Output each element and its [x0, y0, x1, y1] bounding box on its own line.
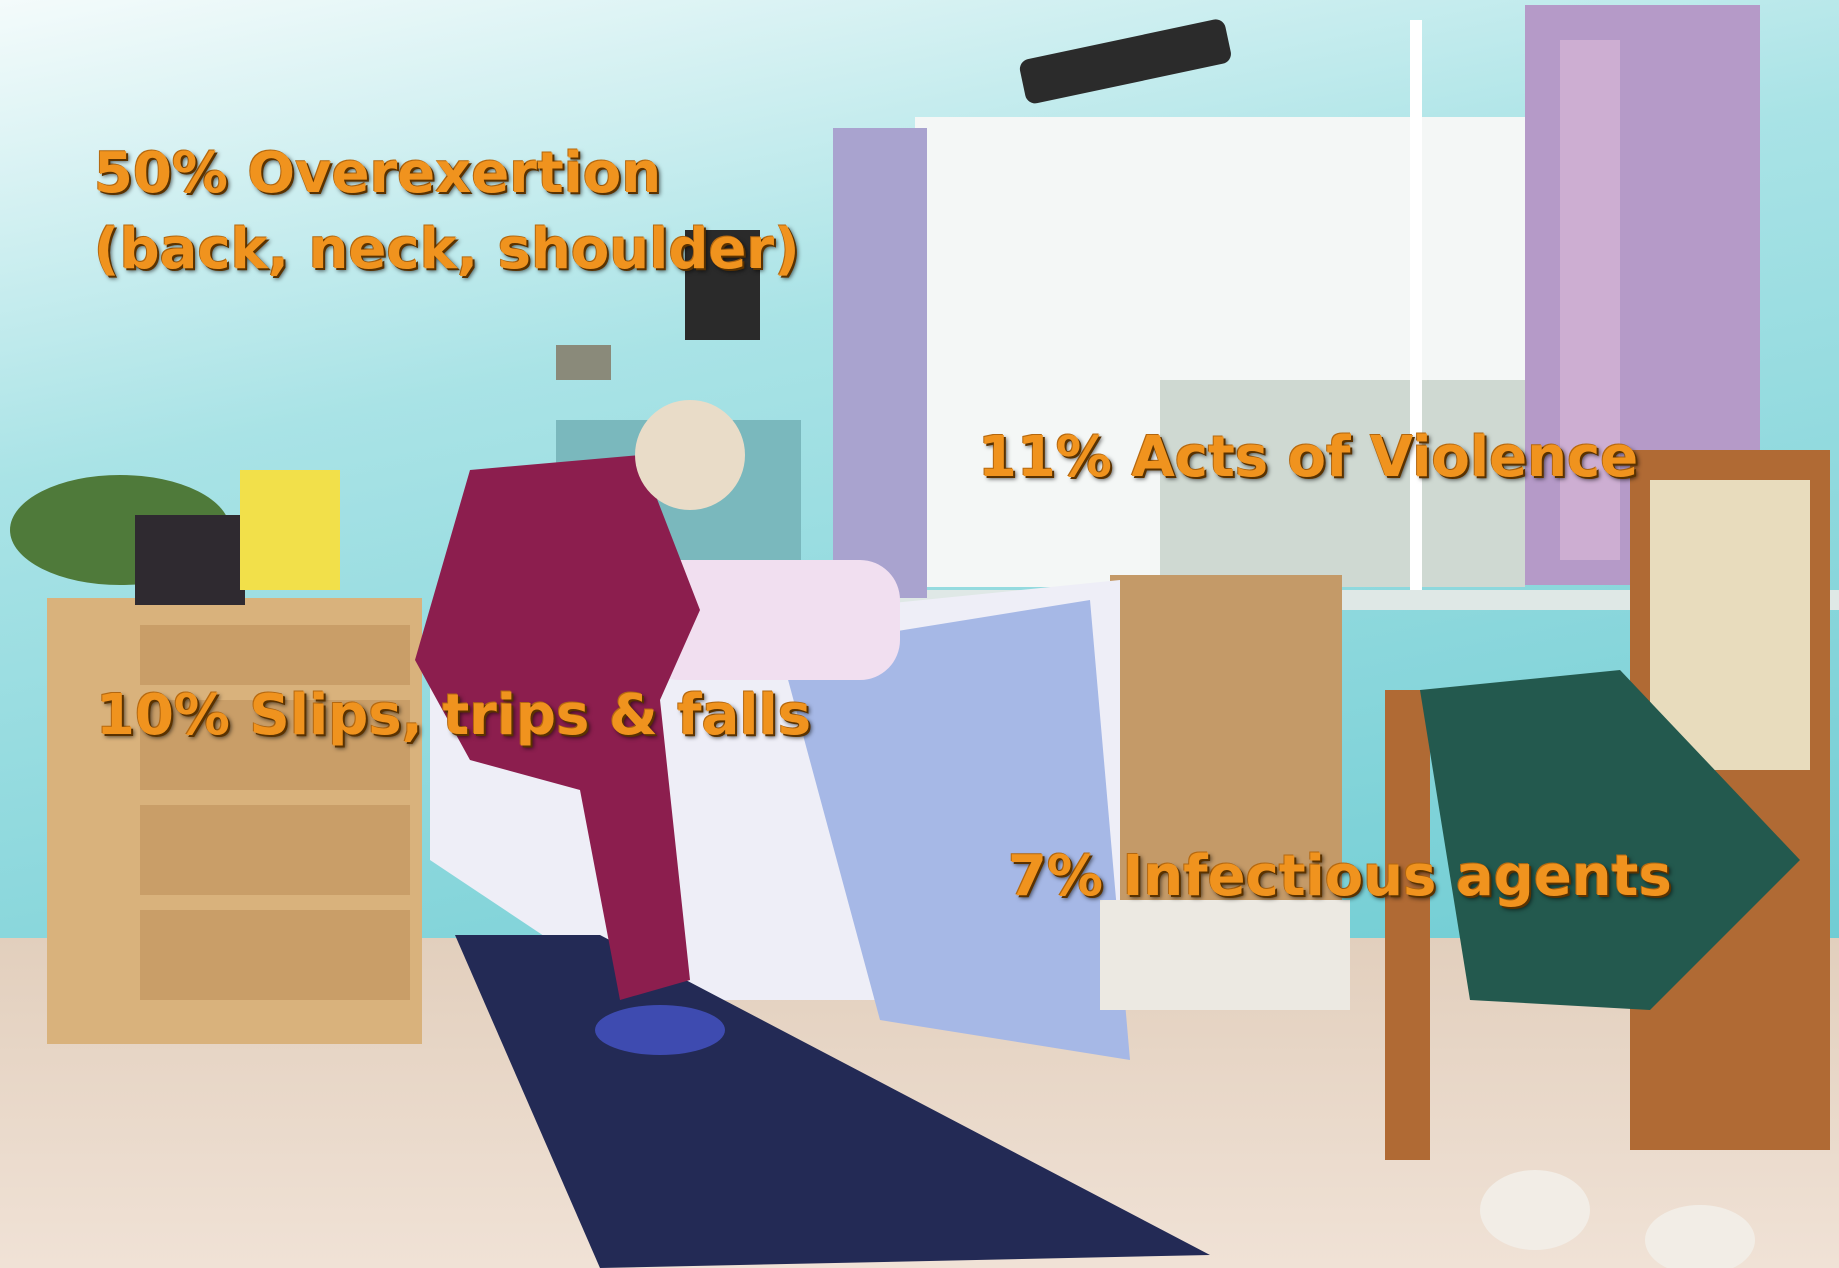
- label-line: (back, neck, shoulder): [94, 212, 800, 288]
- label-line: 11% Acts of Violence: [978, 420, 1638, 496]
- label-line: 10% Slips, trips & falls: [96, 678, 811, 754]
- violence-label: 11% Acts of Violence: [978, 420, 1638, 496]
- label-line: 50% Overexertion: [94, 136, 800, 212]
- infectious-label: 7% Infectious agents: [1008, 839, 1672, 915]
- slips-label: 10% Slips, trips & falls: [96, 678, 811, 754]
- slide: 50% Overexertion (back, neck, shoulder) …: [0, 0, 1839, 1268]
- label-line: 7% Infectious agents: [1008, 839, 1672, 915]
- overexertion-label: 50% Overexertion (back, neck, shoulder): [94, 136, 800, 288]
